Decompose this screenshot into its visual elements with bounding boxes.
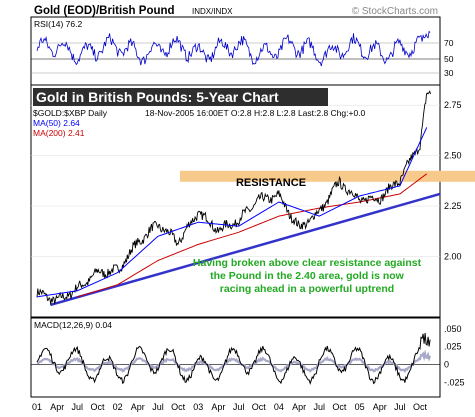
x-tick-label: Oct [171, 402, 186, 412]
ma50-label: MA(50) 2.64 [33, 118, 80, 128]
rsi-series-line [36, 30, 431, 67]
x-tick-label: 01 [32, 402, 42, 412]
x-tick-label: Apr [292, 402, 306, 412]
price-tick-label: 2.50 [444, 151, 462, 161]
x-tick-label: Jul [313, 402, 325, 412]
x-tick-label: Jul [233, 402, 245, 412]
chart-title: Gold (EOD)/British Pound [34, 5, 175, 17]
macd-line [36, 332, 431, 386]
price-panel [30, 84, 441, 318]
x-tick-label: Apr [211, 402, 225, 412]
price-tick-label: 2.75 [444, 100, 462, 110]
annotation-line-3: racing ahead in a powerful uptrend [220, 283, 394, 295]
x-tick-label: 03 [193, 402, 203, 412]
support-trendline [50, 192, 441, 307]
rsi-tick-50: 50 [444, 54, 454, 64]
macd-tick-label: .025 [444, 342, 462, 352]
x-tick-label: Jul [152, 402, 164, 412]
x-tick-label: 02 [113, 402, 123, 412]
ma50-line [36, 127, 428, 298]
annotation-line-1: Having broken above clear resistance aga… [193, 257, 422, 269]
resistance-band [180, 170, 475, 182]
watermark: © StockCharts.com [352, 6, 438, 17]
x-tick-label: Apr [50, 402, 64, 412]
macd-label: MACD(12,26,9) 0.04 [34, 320, 112, 330]
annotation-text: Having broken above clear resistance aga… [193, 257, 422, 295]
resistance-label: RESISTANCE [236, 177, 306, 189]
macd-tick-label: .050 [444, 324, 462, 334]
rsi-label: RSI(14) 76.2 [34, 19, 82, 29]
price-axis-ticks: 2.75 2.50 2.25 2.00 [444, 100, 462, 261]
macd-tick-label: 0 [444, 360, 449, 370]
rsi-tick-70: 70 [444, 38, 454, 48]
x-tick-label: 04 [274, 402, 284, 412]
x-tick-label: Apr [131, 402, 145, 412]
x-tick-label: 05 [355, 402, 365, 412]
price-tick-label: 2.25 [444, 201, 462, 211]
x-tick-label: Apr [373, 402, 387, 412]
price-series-line [36, 90, 431, 305]
ma200-label: MA(200) 2.41 [33, 128, 85, 138]
rsi-tick-30: 30 [444, 68, 454, 78]
annotation-line-2: the Pound in the 2.40 area, gold is now [210, 270, 405, 282]
exchange-label: INDX/INDX [192, 7, 233, 16]
rsi-panel [30, 16, 441, 86]
macd-panel [30, 317, 441, 398]
quote-line: 18-Nov-2005 16:00ET O:2.8 H:2.8 L:2.8 La… [145, 108, 366, 118]
macd-tick-label: -.025 [444, 378, 465, 388]
x-tick-label: Oct [413, 402, 428, 412]
x-axis-labels: 01 Apr Jul Oct 02 Apr Jul Oct 03 Apr Jul Oct 04 Apr Ju… [32, 402, 428, 412]
price-panel-title: Gold in British Pounds: 5-Year Chart [36, 89, 279, 105]
x-tick-label: Oct [332, 402, 347, 412]
chart-title-banner [33, 88, 328, 106]
x-tick-label: Oct [90, 402, 105, 412]
ma200-line [77, 173, 428, 298]
x-tick-label: Oct [252, 402, 267, 412]
x-tick-label: Jul [394, 402, 406, 412]
x-tick-label: Jul [72, 402, 84, 412]
price-tick-label: 2.00 [444, 251, 462, 261]
macd-axis-ticks: .050 .025 0 -.025 [444, 324, 465, 388]
symbol-line: $GOLD:$XBP Daily [33, 108, 108, 118]
